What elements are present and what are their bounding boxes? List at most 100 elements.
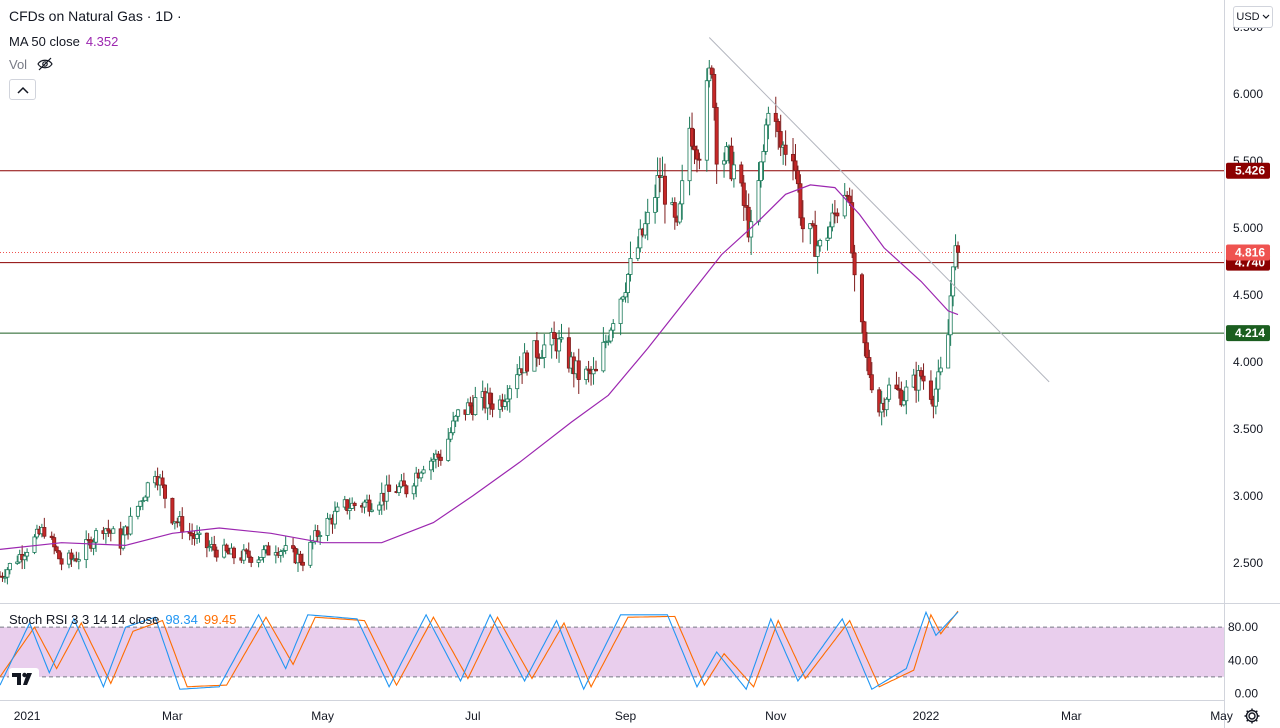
candle	[709, 65, 714, 79]
candle	[867, 349, 872, 379]
candle	[704, 68, 709, 172]
candle	[778, 114, 783, 157]
price-badge	[1226, 244, 1270, 261]
candle-body	[773, 112, 778, 122]
stoch-rsi-legend[interactable]: Stoch RSI 3 3 14 14 close 98.34 99.45	[9, 612, 236, 627]
candle	[810, 220, 815, 228]
candle-body	[308, 541, 313, 566]
candle	[618, 297, 623, 336]
candle	[776, 118, 781, 150]
candle-body	[197, 532, 202, 535]
candle-body	[384, 484, 389, 502]
candle-body	[635, 247, 640, 259]
candle	[896, 376, 901, 399]
candle-body	[714, 107, 719, 165]
tradingview-logo-icon[interactable]	[9, 668, 39, 690]
horizontal-levels	[0, 170, 1224, 334]
candle	[901, 391, 906, 407]
candle-body	[835, 212, 840, 217]
candle	[739, 161, 744, 187]
candle-body	[933, 388, 938, 407]
ma-legend[interactable]: MA 50 close 4.352	[9, 34, 118, 49]
candle-body	[451, 420, 456, 434]
eye-hidden-icon[interactable]	[37, 57, 53, 74]
candle	[919, 367, 924, 380]
stoch-band-area	[0, 627, 1224, 677]
currency-selector[interactable]: USD	[1233, 6, 1273, 28]
candle	[135, 505, 140, 520]
chart-title-legend[interactable]: CFDs on Natural Gas · 1D ·	[9, 8, 182, 24]
candle	[140, 497, 145, 511]
candle	[798, 174, 803, 226]
candle	[576, 348, 581, 394]
candle	[49, 531, 54, 540]
candle-body	[145, 482, 150, 498]
candle-body	[473, 397, 478, 416]
candle	[852, 244, 857, 292]
candle-body	[884, 398, 889, 411]
candle-body	[318, 535, 323, 537]
candle	[128, 507, 133, 536]
candle	[694, 145, 699, 173]
time-axis[interactable]: 2021 Mar May Jul Sep Nov 2022 Mar May	[14, 709, 1233, 723]
candle-body	[456, 409, 461, 417]
candle-body	[291, 545, 296, 549]
candle-body	[490, 403, 495, 410]
candle	[662, 163, 667, 224]
candle-body	[57, 550, 62, 560]
candle-body	[54, 546, 59, 552]
candle-body	[7, 563, 12, 571]
candle	[453, 414, 458, 428]
candle	[224, 543, 229, 553]
candle	[800, 200, 805, 243]
candle	[84, 530, 89, 569]
candle-body	[190, 532, 195, 537]
candle	[507, 385, 512, 413]
candle	[712, 68, 717, 121]
candle-body	[362, 501, 367, 508]
candle	[887, 377, 892, 402]
candle-body	[576, 360, 581, 380]
stoch-rsi-label: Stoch RSI 3 3 14 14 close	[9, 612, 160, 627]
candle	[933, 377, 938, 415]
candle	[862, 320, 867, 357]
price-axis[interactable]: 2.5003.0003.5004.0004.5005.0005.5006.000…	[1233, 20, 1263, 570]
candle	[690, 112, 695, 150]
candle	[584, 366, 589, 385]
candle-body	[332, 510, 337, 525]
gear-icon[interactable]	[1243, 707, 1261, 725]
candle	[869, 362, 874, 394]
vol-legend[interactable]: Vol	[9, 57, 53, 74]
candle	[505, 385, 510, 411]
candle-body	[244, 549, 249, 552]
stoch-rsi-axis[interactable]: 0.00 40.00 80.00	[1228, 620, 1258, 700]
trend-line[interactable]	[708, 37, 1050, 383]
candle	[714, 102, 719, 184]
candle-body	[266, 545, 271, 556]
candle	[431, 452, 436, 473]
candle-body	[347, 508, 352, 512]
candle-body	[776, 121, 781, 132]
candle	[921, 363, 926, 390]
candle-body	[249, 556, 254, 563]
candle	[69, 548, 74, 567]
candle	[22, 551, 27, 570]
candle	[278, 549, 283, 563]
candle	[421, 465, 426, 475]
candle-body	[52, 537, 57, 548]
candle	[643, 211, 648, 239]
candle-body	[352, 502, 357, 506]
candle	[448, 427, 453, 443]
candle-body	[867, 357, 872, 376]
candle	[722, 152, 727, 178]
candle-body	[741, 182, 746, 206]
candle	[502, 394, 507, 410]
collapse-legend-button[interactable]	[9, 79, 36, 100]
currency-label: USD	[1236, 11, 1260, 23]
candle	[638, 219, 643, 253]
candle-body	[300, 561, 305, 566]
candle-body	[207, 546, 212, 549]
stoch-k-value: 98.34	[165, 612, 198, 627]
candle	[396, 482, 401, 497]
